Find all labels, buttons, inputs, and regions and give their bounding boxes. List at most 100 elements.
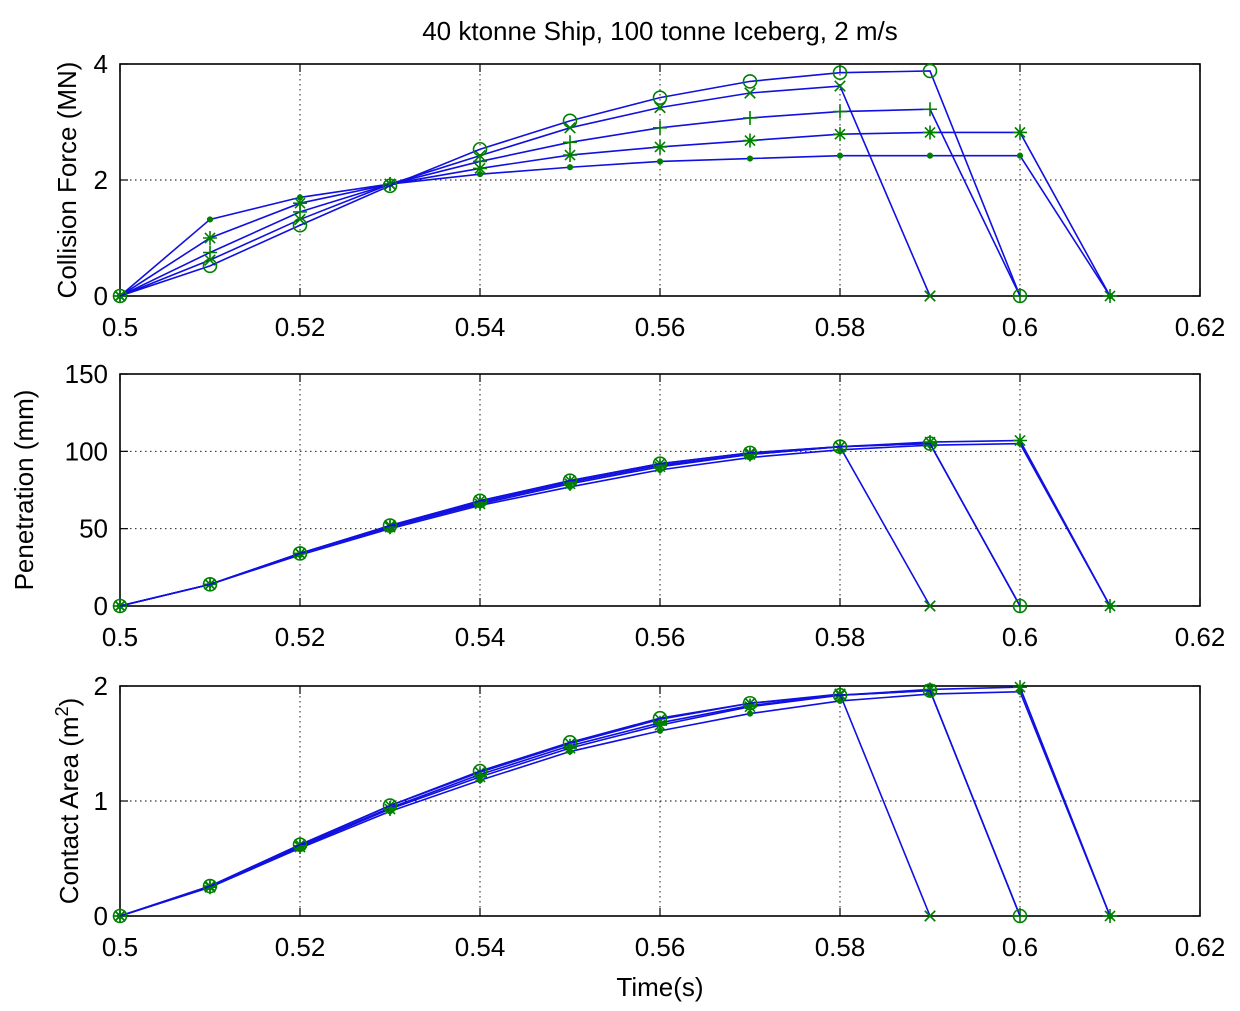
marker-plus-2 [293,204,307,219]
marker-x-8 [834,80,846,92]
x-tick-label: 0.5 [102,622,138,652]
y-tick-label: 100 [65,436,108,466]
marker-star-6 [653,139,667,154]
y-axis-label: Collision Force (MN) [52,62,82,299]
series-line-dot [119,154,1111,297]
marker-circle-3 [382,178,398,194]
subplot-2: 0.5 0.52 0.54 0.56 0.58 0.6 0.62 0 50 100 150 Penet… [9,359,1225,652]
x-tick-label: 0.52 [275,622,326,652]
y-axis-label: Contact Area (m2) [52,698,84,905]
marker-circle-8 [832,65,848,80]
series-line-dot [119,690,1111,917]
marker-circle-8 [832,687,848,703]
y-axis-label: Penetration (mm) [9,390,39,591]
series-line-x [119,85,931,297]
x-tick-label: 0.54 [455,312,506,342]
y-tick-label: 2 [94,165,108,195]
marker-circle-10 [1012,288,1028,304]
marker-circle-0 [112,908,128,924]
x-tick-label: 0.6 [1002,622,1038,652]
marker-circle-10 [1012,908,1028,924]
marker-circle-6 [652,456,668,472]
marker-circle-10 [1012,598,1028,614]
marker-circle-1 [202,577,218,592]
marker-circle-2 [292,546,308,561]
x-tick-label: 0.62 [1175,932,1226,962]
marker-plus-9 [923,102,937,117]
marker-x-9 [924,600,936,612]
x-tick-label: 0.6 [1002,312,1038,342]
x-tick-label: 0.56 [635,312,686,342]
x-tick-label: 0.62 [1175,622,1226,652]
marker-circle-7 [742,74,758,89]
x-tick-label: 0.58 [815,932,866,962]
marker-star-5 [563,148,577,163]
series-line-circle [119,70,1021,297]
x-tick-label: 0.62 [1175,312,1226,342]
marker-star-10 [1013,433,1027,448]
marker-circle-2 [292,217,308,233]
marker-plus-5 [563,135,577,150]
x-tick-label: 0.58 [815,312,866,342]
x-tick-label: 0.56 [635,622,686,652]
marker-dot-5 [566,164,574,171]
x-tick-label: 0.6 [1002,932,1038,962]
subplot-1: 0.5 0.52 0.54 0.56 0.58 0.6 0.62 0 2 4 Collision F… [52,49,1225,342]
marker-star-11 [1103,909,1117,923]
marker-star-7 [743,133,757,148]
marker-circle-5 [562,113,578,129]
y-axis-label-superscript: 2 [52,706,72,716]
marker-circle-5 [562,473,578,489]
marker-circle-9 [922,683,938,698]
marker-circle-9 [922,63,938,79]
marker-circle-1 [202,878,218,894]
marker-circle-6 [652,90,668,105]
y-tick-label: 2 [94,671,108,701]
figure-title: 40 ktonne Ship, 100 tonne Iceberg, 2 m/s [422,16,898,46]
marker-plus-1 [203,245,217,260]
series-line-star [119,686,1111,917]
marker-star-8 [833,127,847,142]
marker-circle-7 [742,445,758,461]
marker-plus-6 [653,120,667,135]
marker-star-11 [1103,289,1117,303]
marker-star-11 [1103,599,1117,613]
marker-plus-4 [473,154,487,169]
marker-dot-10 [1016,152,1024,159]
y-tick-label: 4 [94,49,108,79]
marker-star-10 [1013,125,1027,140]
series-line-circle [119,442,1021,607]
marker-dot-9 [926,152,934,159]
marker-circle-0 [112,598,128,614]
x-tick-label: 0.5 [102,312,138,342]
marker-dot-8 [836,152,844,159]
series-circle [112,683,1028,924]
series-line-dot [119,442,1111,607]
series-circle [112,63,1028,304]
x-tick-label: 0.58 [815,622,866,652]
marker-x-9 [924,910,936,922]
x-tick-label: 0.52 [275,932,326,962]
series-line-star [119,131,1111,297]
x-tick-label: 0.52 [275,312,326,342]
series-circle [112,436,1028,614]
marker-plus-8 [833,104,847,119]
marker-circle-4 [472,493,488,509]
marker-star-10 [1013,680,1027,695]
marker-dot-6 [656,158,664,165]
y-tick-label: 0 [94,591,108,621]
marker-plus-7 [743,110,757,125]
y-tick-label: 50 [79,514,108,544]
marker-dot-1 [206,216,214,223]
x-tick-label: 0.5 [102,932,138,962]
marker-circle-5 [562,735,578,750]
marker-circle-3 [382,798,398,813]
marker-circle-2 [292,837,308,853]
marker-circle-3 [382,518,398,533]
marker-star-1 [203,231,217,245]
y-tick-label: 0 [94,901,108,931]
x-tick-label: 0.54 [455,622,506,652]
